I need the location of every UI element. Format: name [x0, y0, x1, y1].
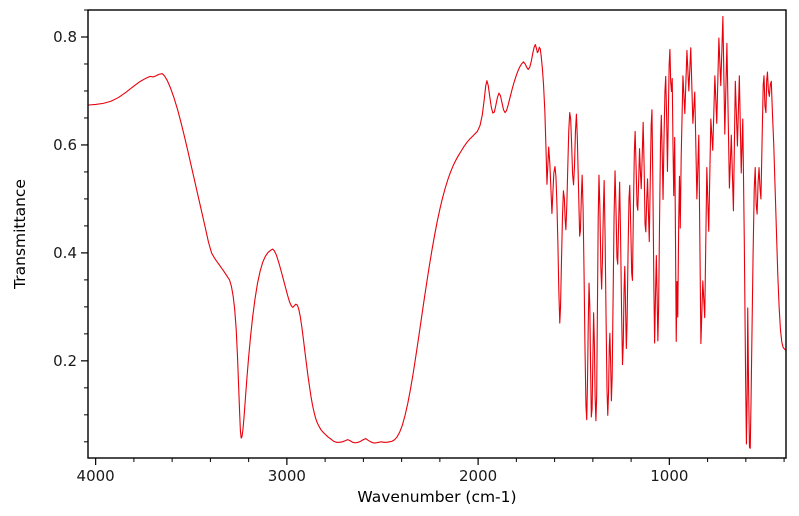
spectrum-line — [88, 15, 786, 449]
plot-border — [87, 9, 787, 459]
x-tick-label: 3000 — [268, 467, 306, 485]
y-axis-label: Transmittance — [11, 179, 29, 289]
x-tick-label: 4000 — [77, 467, 115, 485]
x-tick-label: 1000 — [650, 467, 688, 485]
y-tick-label: 0.8 — [53, 28, 77, 46]
y-tick-label: 0.6 — [53, 136, 77, 154]
y-tick-label: 0.4 — [53, 244, 77, 262]
x-tick-label: 2000 — [459, 467, 497, 485]
y-tick-label: 0.2 — [53, 352, 77, 370]
x-axis-label: Wavenumber (cm-1) — [357, 488, 517, 506]
